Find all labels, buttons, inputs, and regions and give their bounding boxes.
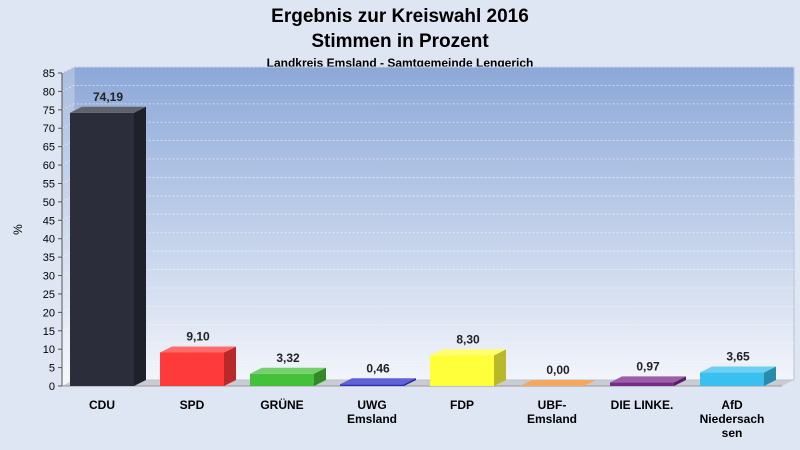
bar-front <box>160 352 224 386</box>
category-label-line: DIE LINKE. <box>611 398 674 412</box>
bar <box>160 346 236 386</box>
category-label: UWG Emsland <box>347 398 397 426</box>
y-tick-label: 5 <box>49 363 55 375</box>
category-label-line: sen <box>722 426 743 440</box>
y-tick-label: 65 <box>43 142 55 154</box>
y-tick-label: 50 <box>43 197 55 209</box>
category-label-line: Emsland <box>527 412 577 426</box>
data-label: 74,19 <box>93 90 123 104</box>
bar-side <box>134 106 146 386</box>
grid-line <box>61 84 794 92</box>
data-label: 9,10 <box>186 329 210 343</box>
y-tick-label: 25 <box>43 289 55 301</box>
category-label-line: AfD <box>721 398 743 412</box>
y-axis-label: % <box>11 224 25 235</box>
data-label: 3,65 <box>726 350 750 364</box>
category-label-line: SPD <box>180 398 205 412</box>
data-label: 0,46 <box>366 361 390 375</box>
bar-side <box>494 349 506 386</box>
y-tick-label: 20 <box>43 307 55 319</box>
bar-top <box>340 378 416 385</box>
y-tick-label: 10 <box>43 344 55 356</box>
y-tick-label: 75 <box>43 105 55 117</box>
back-wall <box>62 67 794 386</box>
bar <box>430 349 506 386</box>
y-tick-label: 85 <box>43 68 55 80</box>
category-label: FDP <box>450 398 474 412</box>
bar-top <box>700 366 776 373</box>
bar-side <box>314 367 326 386</box>
bar-front <box>700 372 764 386</box>
y-tick-label: 70 <box>43 123 55 135</box>
bar-top <box>250 367 326 374</box>
bar <box>520 380 596 386</box>
bar-front <box>250 373 314 386</box>
bar <box>250 367 326 386</box>
category-label-line: FDP <box>450 398 474 412</box>
data-labels: 74,19 9,10 3,32 0,46 8,30 0,00 0,97 3,65 <box>93 90 750 377</box>
bar-top <box>610 376 686 383</box>
category-label: GRÜNE <box>260 397 303 412</box>
bar-side <box>224 346 236 386</box>
category-label-line: CDU <box>89 398 115 412</box>
y-tick-label: 60 <box>43 160 55 172</box>
data-label: 0,97 <box>636 359 660 373</box>
chart-title-line1: Ergebnis zur Kreiswahl 2016 <box>271 6 529 27</box>
category-label-line: UWG <box>357 398 386 412</box>
bar <box>70 106 146 386</box>
data-label: 3,32 <box>276 351 300 365</box>
y-tick-label: 40 <box>43 234 55 246</box>
bar-top <box>520 380 596 386</box>
bar <box>700 366 776 386</box>
category-label: UBF-Emsland <box>527 398 577 426</box>
bar <box>610 376 686 386</box>
category-label: CDU <box>89 398 115 412</box>
category-label: AfD Niedersach sen <box>700 398 765 440</box>
data-label: 8,30 <box>456 332 480 346</box>
category-label: SPD <box>180 398 205 412</box>
category-label-line: UBF- <box>538 398 567 412</box>
bar-side <box>674 376 686 386</box>
y-axis: 0 5 10 15 20 25 30 35 40 45 50 55 60 65 70 75 80 85% <box>11 68 63 393</box>
category-label-line: Emsland <box>347 412 397 426</box>
bar-front <box>430 355 494 386</box>
y-tick-label: 45 <box>43 215 55 227</box>
bar-front <box>610 382 674 386</box>
chart-title-line2: Stimmen in Prozent <box>311 31 489 52</box>
bar-side <box>764 366 776 386</box>
bars <box>70 106 776 386</box>
y-tick-label: 15 <box>43 326 55 338</box>
grid-line <box>61 66 794 74</box>
bar-top <box>70 106 146 113</box>
y-tick-label: 80 <box>43 86 55 98</box>
bar-side <box>404 378 416 386</box>
bar-top <box>430 349 506 356</box>
category-label: DIE LINKE. <box>611 398 674 412</box>
grid-line <box>61 103 794 111</box>
plot-background <box>62 66 795 387</box>
data-label: 0,00 <box>546 363 570 377</box>
y-tick-label: 35 <box>43 252 55 264</box>
y-tick-label: 55 <box>43 178 55 190</box>
category-label-line: Niedersach <box>700 412 765 426</box>
bar-top <box>160 346 236 353</box>
bar <box>340 378 416 386</box>
y-tick-label: 30 <box>43 271 55 283</box>
y-tick-label: 0 <box>49 381 55 393</box>
bar-front <box>340 384 404 386</box>
category-label-line: GRÜNE <box>260 397 303 412</box>
bar-front <box>70 112 134 386</box>
